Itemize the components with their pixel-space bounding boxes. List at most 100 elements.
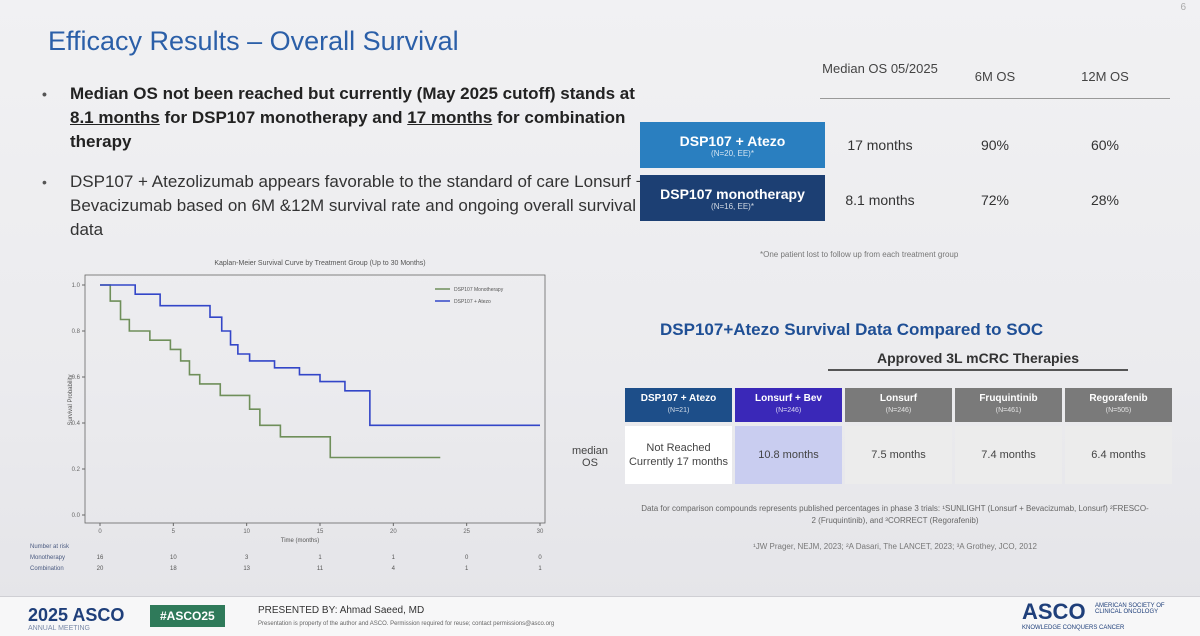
- row-label: median OS: [571, 445, 609, 469]
- table-cell: 28%: [1090, 192, 1120, 208]
- column-header: Fruquintinib (N=461): [955, 388, 1062, 422]
- org-sub: KNOWLEDGE CONQUERS CANCER: [1022, 625, 1125, 631]
- column-header: DSP107 + Atezo (N=21): [625, 388, 732, 422]
- x-tick-label: 15: [317, 529, 324, 535]
- bullet-text: 17 months: [407, 108, 493, 127]
- table-header: 12M OS: [1081, 69, 1129, 84]
- y-axis-label: Survival Probability: [68, 374, 74, 425]
- legend-label: DSP107 + Atezo: [454, 299, 491, 305]
- km-curve: [100, 284, 540, 427]
- column-n: (N=461): [995, 407, 1022, 414]
- row-n: (N=20, EE)*: [711, 148, 754, 158]
- row-label-text: DSP107 monotherapy: [660, 185, 805, 202]
- x-axis-label: Time (months): [281, 538, 319, 544]
- table-header: 6M OS: [974, 69, 1016, 84]
- group-header: Approved 3L mCRC Therapies: [828, 350, 1128, 371]
- table-cell: 17 months: [847, 137, 913, 153]
- column-n: (N=246): [885, 407, 912, 414]
- table-title: DSP107+Atezo Survival Data Compared to S…: [660, 320, 1044, 339]
- column-n: (N=246): [775, 407, 802, 414]
- row-label: DSP107 monotherapy (N=16, EE)*: [640, 175, 825, 221]
- table-cell: 90%: [980, 137, 1010, 153]
- risk-value: 1: [538, 566, 542, 572]
- table-cell: 60%: [1090, 137, 1120, 153]
- risk-value: 0: [465, 555, 469, 561]
- risk-value: 20: [97, 566, 104, 572]
- risk-row-label: Monotherapy: [30, 555, 65, 561]
- x-tick-label: 0: [98, 529, 102, 535]
- column-name: Lonsurf: [879, 393, 918, 404]
- column-name: DSP107 + Atezo: [640, 393, 717, 404]
- bullet: DSP107 + Atezolizumab appears favorable …: [40, 170, 650, 242]
- meeting: 2025 ASCO: [28, 605, 125, 625]
- km-curve: [100, 284, 441, 459]
- footer: 2025 ASCO ANNUAL MEETING #ASCO25 PRESENT…: [0, 596, 1200, 636]
- references: ¹JW Prager, NEJM, 2023; ²A Dasari, The L…: [753, 542, 1037, 551]
- y-tick-label: 0.4: [72, 421, 81, 427]
- bullet-text: for combination therapy: [70, 108, 626, 151]
- table-cell: 8.1 months: [845, 192, 915, 208]
- slide-title: Efficacy Results – Overall Survival: [48, 26, 459, 56]
- org-sub: AMERICAN SOCIETY OF CLINICAL ONCOLOGY: [1095, 603, 1165, 615]
- column-header: Lonsurf + Bev (N=246): [735, 388, 842, 422]
- y-tick-label: 0.0: [72, 513, 81, 519]
- bullet-text: 8.1 months: [70, 108, 160, 127]
- plot-frame: [84, 274, 546, 524]
- table-header: Median OS 05/2025: [822, 61, 938, 76]
- permission: Presentation is property of the author a…: [258, 621, 555, 627]
- table-cell: 7.4 months: [955, 426, 1062, 484]
- bullet-text: Median OS not been reached but currently…: [70, 84, 635, 103]
- y-tick-label: 0.2: [72, 467, 81, 473]
- footnote: *One patient lost to follow up from each…: [760, 250, 959, 259]
- y-tick-label: 0.8: [72, 329, 81, 335]
- slide-number: 6: [1180, 2, 1186, 13]
- table-cell: 72%: [980, 192, 1010, 208]
- risk-value: 18: [170, 566, 177, 572]
- risk-title: Number at risk: [30, 544, 70, 550]
- bullet-text: DSP107 + Atezolizumab appears favorable …: [70, 172, 646, 239]
- column-header: Regorafenib (N=505): [1065, 388, 1172, 422]
- risk-value: 1: [392, 555, 396, 561]
- km-chart: Kaplan-Meier Survival Curve by Treatment…: [30, 260, 546, 572]
- bullet-text: for DSP107 monotherapy and: [159, 108, 408, 127]
- x-tick-label: 5: [172, 529, 176, 535]
- y-tick-label: 1.0: [72, 283, 81, 289]
- risk-row-label: Combination: [30, 566, 64, 572]
- risk-value: 16: [97, 555, 104, 561]
- org: ASCO: [1022, 599, 1086, 624]
- presenter: PRESENTED BY: Ahmad Saeed, MD: [258, 605, 425, 616]
- hashtag: #ASCO25: [150, 605, 225, 627]
- legend-label: DSP107 Monotherapy: [454, 287, 504, 293]
- column-header: Lonsurf (N=246): [845, 388, 952, 422]
- row-n: (N=16, EE)*: [711, 201, 754, 211]
- table-cell: 7.5 months: [845, 426, 952, 484]
- risk-value: 13: [243, 566, 250, 572]
- column-n: (N=21): [667, 407, 690, 414]
- column-name: Regorafenib: [1089, 393, 1148, 404]
- column-name: Lonsurf + Bev: [755, 393, 822, 404]
- risk-value: 11: [317, 566, 324, 572]
- row-label: DSP107 + Atezo (N=20, EE)*: [640, 122, 825, 168]
- risk-value: 4: [392, 566, 396, 572]
- column-n: (N=505): [1105, 407, 1132, 414]
- chart-title: Kaplan-Meier Survival Curve by Treatment…: [214, 260, 425, 267]
- table-cell: 6.4 months: [1065, 426, 1172, 484]
- table-cell: Not Reached Currently 17 months: [625, 426, 732, 484]
- row-label-text: DSP107 + Atezo: [679, 132, 786, 149]
- risk-value: 10: [170, 555, 177, 561]
- x-tick-label: 20: [390, 529, 397, 535]
- bullet: Median OS not been reached but currently…: [40, 82, 650, 154]
- risk-value: 1: [318, 555, 322, 561]
- x-tick-label: 25: [463, 529, 470, 535]
- footnote: Data for comparison compounds represents…: [641, 504, 1149, 525]
- column-name: Fruquintinib: [979, 393, 1038, 404]
- y-tick-label: 0.6: [72, 375, 81, 381]
- x-tick-label: 10: [243, 529, 250, 535]
- risk-value: 1: [465, 566, 469, 572]
- divider: [820, 98, 1170, 99]
- risk-value: 3: [245, 555, 249, 561]
- meeting-sub: ANNUAL MEETING: [28, 625, 90, 632]
- risk-value: 0: [538, 555, 542, 561]
